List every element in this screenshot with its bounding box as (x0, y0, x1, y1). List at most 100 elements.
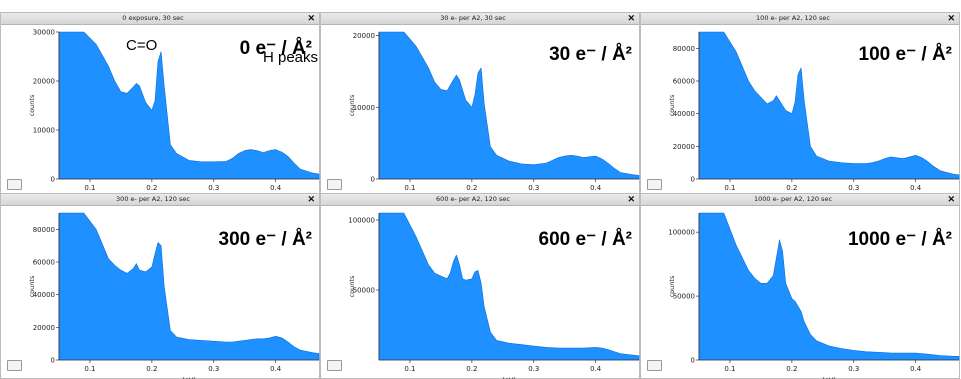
peak-annotation: C=O (126, 37, 157, 54)
spectrum-panel-5: 1000 e- per A2, 120 sec ✕ 0 50000 100000 0.… (640, 193, 960, 379)
y-tick-label: 20000 (673, 143, 695, 151)
y-tick-label: 40000 (673, 110, 695, 118)
y-tick-label: 40000 (33, 291, 55, 299)
panel-titlebar[interactable]: 30 e- per A2, 30 sec ✕ (321, 13, 639, 25)
peak-annotation: H peaks (263, 49, 318, 66)
y-axis-label: counts (348, 275, 356, 297)
spectrum-panel-4: 600 e- per A2, 120 sec ✕ 50000 100000 0.1 0… (320, 193, 640, 379)
x-tick-label: 0.3 (208, 184, 219, 192)
x-tick-label: 0.2 (466, 365, 477, 373)
x-tick-label: 0.1 (724, 184, 735, 192)
y-axis-label: counts (28, 94, 36, 116)
tool-button[interactable] (647, 179, 662, 190)
y-tick-label: 0 (51, 176, 55, 184)
panel-title: 300 e- per A2, 120 sec (116, 195, 190, 203)
x-tick-label: 0.1 (84, 184, 95, 192)
dose-label: 100 e⁻ / Å² (859, 44, 952, 65)
y-tick-label: 100000 (348, 217, 375, 225)
spectrum-area (378, 31, 640, 180)
y-tick-label: 20000 (353, 32, 375, 40)
panel-title: 1000 e- per A2, 120 sec (753, 195, 833, 203)
spectrum-panel-0: 0 exposure, 30 sec ✕ 0 10000 20000 30000 0.1… (0, 12, 320, 198)
y-tick-label: 20000 (33, 324, 55, 332)
tool-button[interactable] (647, 360, 662, 371)
y-axis-label: counts (668, 275, 676, 297)
x-tick-label: 0.2 (146, 365, 157, 373)
x-tick-label: 0.3 (208, 365, 219, 373)
x-tick-label: 0.1 (84, 365, 95, 373)
y-tick-label: 60000 (33, 259, 55, 267)
y-axis-label: counts (348, 94, 356, 116)
y-tick-label: 0 (691, 176, 695, 184)
x-tick-label: 0.3 (528, 184, 539, 192)
x-tick-label: 0.4 (910, 184, 922, 192)
dose-label: 1000 e⁻ / Å² (848, 229, 952, 250)
tool-button[interactable] (7, 360, 22, 371)
y-tick-label: 0 (691, 357, 695, 365)
panel-titlebar[interactable]: 1000 e- per A2, 120 sec ✕ (641, 194, 959, 206)
x-tick-label: 0.4 (910, 365, 922, 373)
close-icon[interactable]: ✕ (307, 194, 315, 204)
spectrum-panel-1: 30 e- per A2, 30 sec ✕ 0 10000 20000 0.1 0.2… (320, 12, 640, 198)
y-tick-label: 50000 (673, 293, 695, 301)
close-icon[interactable]: ✕ (627, 13, 635, 23)
y-tick-label: 80000 (673, 45, 695, 53)
x-tick-label: 0.4 (270, 184, 282, 192)
x-tick-label: 0.3 (848, 365, 859, 373)
panel-title: 100 e- per A2, 120 sec (756, 14, 830, 22)
y-tick-label: 60000 (673, 78, 695, 86)
tool-button[interactable] (327, 179, 342, 190)
panel-titlebar[interactable]: 0 exposure, 30 sec ✕ (1, 13, 319, 25)
x-tick-label: 0.2 (786, 184, 797, 192)
spectrum-area (378, 212, 640, 361)
y-tick-label: 10000 (33, 127, 55, 135)
tool-button[interactable] (7, 179, 22, 190)
spectrum-chart: 0200004000060000800000.10.20.30.4(eV)cou… (668, 31, 960, 198)
x-tick-label: 0.2 (786, 365, 797, 373)
x-tick-label: 0.2 (146, 184, 157, 192)
y-tick-label: 0 (51, 357, 55, 365)
spectrum-area (698, 212, 960, 361)
y-tick-label: 80000 (33, 226, 55, 234)
panel-title: 30 e- per A2, 30 sec (440, 14, 506, 22)
y-tick-label: 0 (371, 176, 375, 184)
dose-label: 0 e⁻ / Å² (240, 38, 312, 59)
panel-titlebar[interactable]: 100 e- per A2, 120 sec ✕ (641, 13, 959, 25)
panel-titlebar[interactable]: 600 e- per A2, 120 sec ✕ (321, 194, 639, 206)
spectrum-panel-2: 100 e- per A2, 120 sec ✕ 0 20000 40000 6000… (640, 12, 960, 198)
spectrum-chart: 01000020000300000.10.20.30.4(eV)counts0 … (28, 29, 320, 198)
tool-button[interactable] (327, 360, 342, 371)
dose-label: 300 e⁻ / Å² (219, 229, 312, 250)
panel-title: 0 exposure, 30 sec (122, 14, 184, 22)
x-tick-label: 0.4 (590, 184, 602, 192)
y-tick-label: 30000 (33, 29, 55, 37)
y-tick-label: 10000 (353, 104, 375, 112)
dose-label: 30 e⁻ / Å² (549, 44, 632, 65)
x-tick-label: 0.3 (528, 365, 539, 373)
y-axis-label: counts (28, 275, 36, 297)
x-tick-label: 0.4 (270, 365, 282, 373)
panel-titlebar[interactable]: 300 e- per A2, 120 sec ✕ (1, 194, 319, 206)
x-tick-label: 0.4 (590, 365, 602, 373)
panel-title: 600 e- per A2, 120 sec (436, 195, 510, 203)
spectrum-area (58, 31, 320, 180)
x-tick-label: 0.1 (724, 365, 735, 373)
dose-label: 600 e⁻ / Å² (539, 229, 632, 250)
y-tick-label: 100000 (668, 229, 695, 237)
close-icon[interactable]: ✕ (947, 13, 955, 23)
close-icon[interactable]: ✕ (947, 194, 955, 204)
x-tick-label: 0.1 (404, 365, 415, 373)
close-icon[interactable]: ✕ (307, 13, 315, 23)
y-axis-label: counts (668, 94, 676, 116)
x-tick-label: 0.2 (466, 184, 477, 192)
y-tick-label: 20000 (33, 78, 55, 86)
spectrum-chart: 0200004000060000800000.10.20.30.4(eV)cou… (28, 212, 320, 379)
x-tick-label: 0.3 (848, 184, 859, 192)
x-tick-label: 0.1 (404, 184, 415, 192)
close-icon[interactable]: ✕ (627, 194, 635, 204)
spectrum-area (698, 31, 960, 180)
spectrum-area (58, 212, 320, 361)
